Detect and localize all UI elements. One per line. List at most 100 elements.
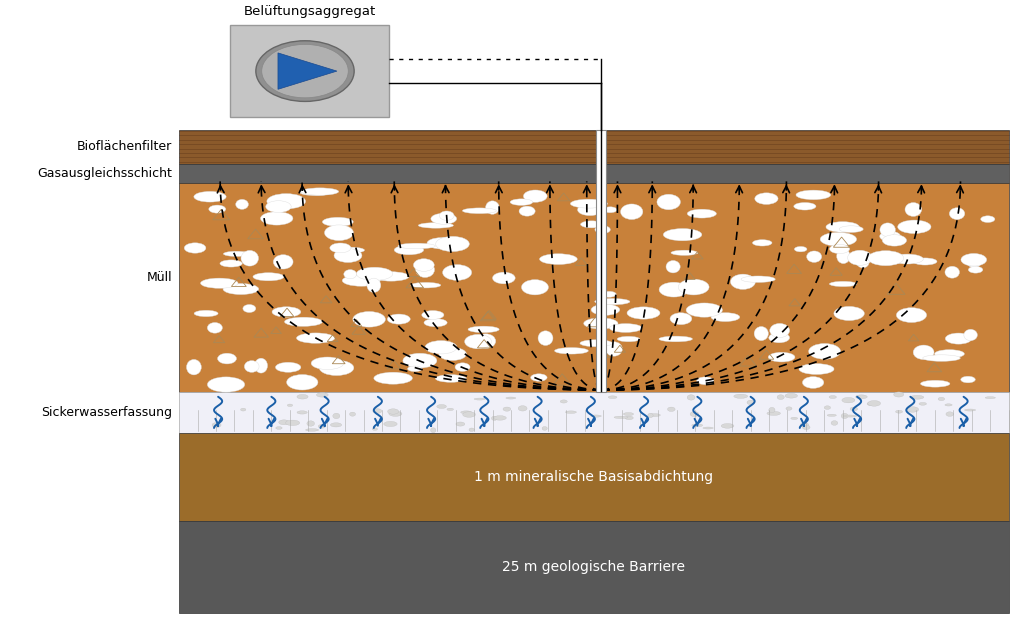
Ellipse shape xyxy=(803,377,823,388)
Ellipse shape xyxy=(687,209,717,218)
Ellipse shape xyxy=(883,234,906,246)
Ellipse shape xyxy=(279,420,290,425)
Ellipse shape xyxy=(506,397,516,399)
Ellipse shape xyxy=(311,357,344,370)
Ellipse shape xyxy=(323,217,353,226)
Ellipse shape xyxy=(964,329,977,341)
Ellipse shape xyxy=(334,248,361,262)
Ellipse shape xyxy=(800,423,809,427)
Ellipse shape xyxy=(799,363,834,374)
Ellipse shape xyxy=(837,249,850,264)
Ellipse shape xyxy=(659,336,692,342)
Ellipse shape xyxy=(946,412,953,416)
Ellipse shape xyxy=(826,222,859,232)
Text: Müll: Müll xyxy=(146,270,172,284)
Ellipse shape xyxy=(411,283,440,288)
Ellipse shape xyxy=(595,226,610,233)
Ellipse shape xyxy=(608,396,617,399)
Ellipse shape xyxy=(741,276,775,283)
Ellipse shape xyxy=(578,204,602,216)
Ellipse shape xyxy=(485,201,500,214)
Bar xyxy=(230,25,389,117)
Text: 25 m geologische Barriere: 25 m geologische Barriere xyxy=(503,560,685,574)
Ellipse shape xyxy=(831,421,838,425)
Ellipse shape xyxy=(209,205,225,213)
Ellipse shape xyxy=(711,313,739,322)
Ellipse shape xyxy=(668,407,675,411)
Ellipse shape xyxy=(786,407,792,410)
Circle shape xyxy=(262,44,348,98)
Ellipse shape xyxy=(842,398,855,403)
Ellipse shape xyxy=(855,395,867,399)
Ellipse shape xyxy=(769,332,790,343)
Ellipse shape xyxy=(627,307,660,319)
Ellipse shape xyxy=(521,279,549,295)
Ellipse shape xyxy=(349,412,355,416)
Ellipse shape xyxy=(605,342,623,356)
Ellipse shape xyxy=(195,310,218,317)
Text: Sickerwasserfassung: Sickerwasserfassung xyxy=(41,406,172,419)
Ellipse shape xyxy=(245,361,259,372)
Bar xyxy=(596,130,606,392)
Ellipse shape xyxy=(617,336,640,342)
Ellipse shape xyxy=(753,240,772,246)
Ellipse shape xyxy=(829,396,837,399)
Ellipse shape xyxy=(367,278,381,293)
Ellipse shape xyxy=(236,199,249,209)
Ellipse shape xyxy=(609,324,642,332)
Ellipse shape xyxy=(839,226,863,233)
Ellipse shape xyxy=(827,414,837,416)
Ellipse shape xyxy=(273,255,293,269)
Ellipse shape xyxy=(648,413,653,418)
Ellipse shape xyxy=(657,194,680,210)
Ellipse shape xyxy=(829,281,857,286)
Ellipse shape xyxy=(384,422,397,427)
Ellipse shape xyxy=(648,413,660,416)
Ellipse shape xyxy=(503,407,511,411)
Bar xyxy=(179,433,1009,521)
Text: Belüftungsaggregat: Belüftungsaggregat xyxy=(244,4,376,18)
Ellipse shape xyxy=(671,250,698,255)
Ellipse shape xyxy=(538,331,553,346)
Ellipse shape xyxy=(803,425,810,430)
Ellipse shape xyxy=(981,216,995,222)
Ellipse shape xyxy=(595,298,630,305)
Ellipse shape xyxy=(333,413,340,418)
Ellipse shape xyxy=(844,415,857,417)
Ellipse shape xyxy=(297,333,335,343)
Ellipse shape xyxy=(468,326,499,332)
Ellipse shape xyxy=(921,380,950,387)
Ellipse shape xyxy=(767,411,780,415)
Ellipse shape xyxy=(949,208,965,219)
Ellipse shape xyxy=(755,193,778,204)
Ellipse shape xyxy=(603,207,616,213)
Ellipse shape xyxy=(194,191,226,202)
Ellipse shape xyxy=(212,423,221,427)
Ellipse shape xyxy=(435,236,469,252)
Ellipse shape xyxy=(286,420,300,425)
Ellipse shape xyxy=(469,428,474,432)
Bar xyxy=(179,183,1009,392)
Ellipse shape xyxy=(374,372,413,384)
Ellipse shape xyxy=(602,291,616,297)
Ellipse shape xyxy=(581,221,603,228)
Ellipse shape xyxy=(331,423,342,427)
Ellipse shape xyxy=(241,250,258,266)
Ellipse shape xyxy=(519,206,536,216)
Ellipse shape xyxy=(945,266,959,278)
Ellipse shape xyxy=(253,272,284,281)
Ellipse shape xyxy=(201,278,238,288)
Ellipse shape xyxy=(330,243,351,253)
Ellipse shape xyxy=(730,274,756,289)
Ellipse shape xyxy=(721,423,734,428)
Ellipse shape xyxy=(894,392,904,397)
Ellipse shape xyxy=(510,199,532,205)
Ellipse shape xyxy=(474,398,485,400)
Ellipse shape xyxy=(856,255,869,268)
Ellipse shape xyxy=(969,267,983,273)
Ellipse shape xyxy=(666,260,680,273)
Ellipse shape xyxy=(373,428,378,430)
Ellipse shape xyxy=(696,377,714,385)
Ellipse shape xyxy=(965,409,976,411)
Ellipse shape xyxy=(353,312,385,327)
